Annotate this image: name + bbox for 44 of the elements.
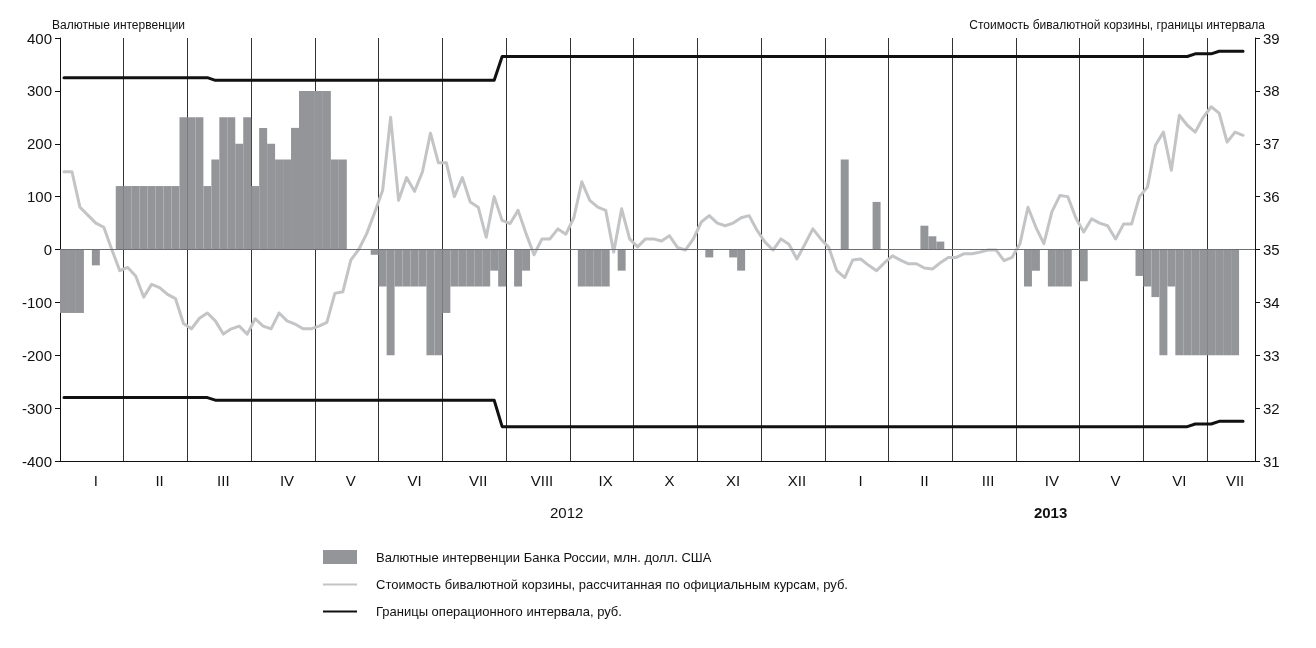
y-tick-label: 100 [26, 188, 52, 206]
y-tick-label: 0 [43, 241, 52, 258]
x-tick-label: IV [279, 472, 295, 489]
y-tick-label: 400 [26, 29, 52, 47]
x-tick-label: III [981, 472, 995, 489]
x-tick-label: VI [407, 472, 422, 489]
x-tick-label: I [93, 472, 98, 489]
y2-tick-label: 35 [1263, 241, 1280, 258]
x-tick-label: V [345, 472, 356, 489]
y2-axis-title: Стоимость бивалютной корзины, границы интервала [969, 17, 1266, 32]
y-tick-label: 300 [26, 82, 52, 100]
x-tick-label: VII [469, 472, 488, 489]
legend-label: Стоимость бивалютной корзины, рассчитанная по официальным курсам, руб. [376, 577, 848, 592]
x-tick-label: V [1110, 472, 1121, 489]
x-tick-label: II [920, 472, 929, 489]
y2-tick-label: 31 [1263, 452, 1280, 470]
y-tick-label: -100 [21, 293, 52, 311]
x-tick-label: I [858, 472, 863, 489]
legend-label: Границы операционного интервала, руб. [376, 604, 622, 619]
y-axis-title: Валютные интервенции [52, 17, 186, 32]
y-tick-label: -200 [21, 346, 52, 364]
y-tick-label: 200 [26, 135, 52, 153]
y2-tick-label: 39 [1263, 29, 1280, 47]
text: 2013 [1033, 504, 1068, 521]
x-tick-label: IV [1044, 472, 1059, 489]
legend-label: Валютные интервенции Банка России, млн. долл. США [376, 549, 712, 565]
y2-tick-label: 36 [1263, 188, 1280, 206]
y2-tick-label: 38 [1263, 82, 1280, 100]
y-tick-label: -400 [21, 452, 52, 470]
y2-tick-label: 34 [1263, 293, 1280, 311]
x-tick-label: XI [726, 472, 741, 489]
x-tick-label: VII [1225, 472, 1245, 489]
x-tick-label: III [217, 472, 230, 489]
y-tick-label: -300 [21, 399, 52, 417]
x-tick-label: VIII [530, 472, 554, 489]
x-tick-label: VI [1172, 472, 1187, 489]
x-tick-label: X [664, 472, 675, 489]
y2-tick-label: 33 [1263, 346, 1280, 364]
text: 2012 [549, 504, 584, 521]
y2-tick-label: 32 [1263, 399, 1280, 417]
x-tick-label: IX [598, 472, 613, 489]
x-tick-label: II [155, 472, 164, 489]
x-tick-label: XII [787, 472, 807, 489]
y2-tick-label: 37 [1263, 135, 1280, 153]
